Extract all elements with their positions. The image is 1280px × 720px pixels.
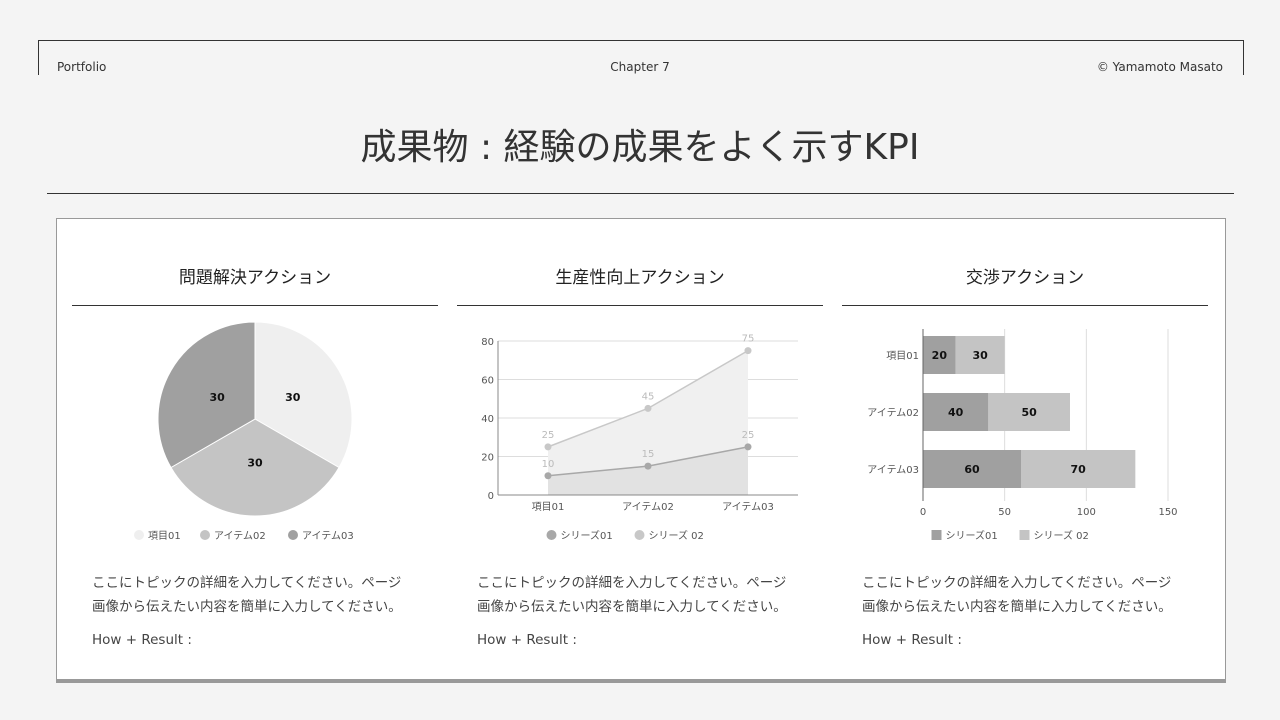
legend-label: 項目01: [148, 530, 181, 542]
area-fill: [548, 446, 748, 495]
how-result-label: How + Result :: [92, 632, 192, 648]
bar-label: 60: [964, 463, 980, 476]
pie-label: 30: [247, 457, 263, 470]
data-label: 10: [542, 459, 555, 470]
column-productivity: 生産性向上アクション 0 20 40 60 80 25 45 75 10 15 25 項目01 アイテム…: [457, 219, 823, 679]
legend-marker: [634, 530, 645, 540]
y-tick-label: 40: [481, 414, 494, 425]
column-description: ここにトピックの詳細を入力してください。ページ 画像から伝えたい内容を簡単に入力し…: [92, 571, 432, 619]
column-title: 交渉アクション: [965, 268, 1085, 288]
legend-label: シリーズ01: [561, 529, 613, 542]
header-chapter: Chapter 7: [610, 60, 670, 74]
column-divider: [842, 305, 1208, 306]
data-label: 25: [742, 430, 755, 441]
desc-line: 画像から伝えたい内容を簡単に入力してください。: [477, 599, 787, 615]
bar-label: 50: [1022, 406, 1038, 419]
bar-segment: [988, 393, 1070, 431]
legend-label: シリーズ 02: [1034, 529, 1089, 542]
how-result-label: How + Result :: [477, 632, 577, 648]
bar-label: 40: [948, 406, 964, 419]
content-card: 問題解決アクション 30 30 30 項目01 アイテム02 アイテム03 ここにトピック…: [56, 218, 1226, 683]
legend-label: シリーズ01: [946, 529, 998, 542]
header-copyright: © Yamamoto Masato: [1096, 60, 1223, 74]
bar-segment: [1021, 450, 1136, 488]
y-tick-label: アイテム02: [867, 407, 919, 419]
data-point: [644, 462, 652, 470]
legend-marker: [134, 530, 144, 540]
how-result-label: How + Result :: [862, 632, 962, 648]
data-label: 45: [642, 391, 655, 402]
desc-line: ここにトピックの詳細を入力してください。ページ: [477, 575, 787, 591]
legend-label: アイテム02: [214, 530, 266, 542]
x-tick-label: 0: [920, 507, 926, 518]
header-portfolio: Portfolio: [57, 60, 107, 74]
y-tick-label: 20: [481, 453, 494, 464]
desc-line: 画像から伝えたい内容を簡単に入力してください。: [862, 599, 1172, 615]
x-tick-label: アイテム02: [622, 501, 674, 513]
x-tick-label: 50: [998, 507, 1011, 518]
pie-chart: 30 30 30 項目01 アイテム02 アイテム03: [134, 321, 354, 542]
data-label: 25: [542, 430, 555, 441]
column-problem-solving: 問題解決アクション 30 30 30 項目01 アイテム02 アイテム03 ここにトピック…: [72, 219, 438, 679]
data-point: [744, 443, 752, 451]
data-point: [644, 404, 652, 412]
bar-label: 30: [973, 349, 989, 362]
pie-label: 30: [285, 391, 301, 404]
x-tick-label: アイテム03: [722, 501, 774, 513]
y-tick-label: 60: [481, 376, 494, 387]
x-tick-label: 150: [1158, 507, 1177, 518]
bar-segment: [923, 450, 1021, 488]
column-description: ここにトピックの詳細を入力してください。ページ 画像から伝えたい内容を簡単に入力し…: [862, 571, 1202, 619]
title-divider: [47, 193, 1234, 194]
y-tick-label: 0: [488, 491, 494, 502]
data-point: [544, 443, 552, 451]
legend-marker: [1019, 530, 1030, 540]
legend-marker: [288, 530, 298, 540]
column-description: ここにトピックの詳細を入力してください。ページ 画像から伝えたい内容を簡単に入力し…: [477, 571, 817, 619]
area-chart: 0 20 40 60 80 25 45 75 10 15 25 項目01 アイテム02 アイテム03 シリー…: [481, 334, 798, 542]
y-tick-label: 80: [481, 337, 494, 348]
pie-label: 30: [210, 391, 226, 404]
data-point: [544, 472, 552, 480]
legend-marker: [931, 530, 942, 540]
legend-marker: [546, 530, 557, 540]
bar-label: 20: [932, 349, 948, 362]
bar-label: 70: [1071, 463, 1087, 476]
page-title: 成果物 : 経験の成果をよく示すKPI: [360, 127, 920, 168]
column-negotiation: 交渉アクション 0 50 100 150 項目01 20 30 アイテム02 40 50 アイテム0…: [842, 219, 1208, 679]
pie-slice: [157, 321, 256, 469]
column-divider: [72, 305, 438, 306]
bar-segment: [923, 393, 989, 431]
x-tick-label: 100: [1077, 507, 1096, 518]
data-label: 15: [642, 449, 655, 460]
bar-chart: 0 50 100 150 項目01 20 30 アイテム02 40 50 アイテム03 60 70 シリー…: [867, 329, 1178, 542]
column-divider: [457, 305, 823, 306]
y-tick-label: アイテム03: [867, 464, 919, 476]
column-title: 生産性向上アクション: [555, 268, 725, 288]
bar-segment: [955, 336, 1005, 374]
header-frame: [38, 40, 1244, 75]
desc-line: 画像から伝えたい内容を簡単に入力してください。: [92, 599, 402, 615]
legend-marker: [200, 530, 210, 540]
desc-line: ここにトピックの詳細を入力してください。ページ: [92, 575, 402, 591]
legend-label: シリーズ 02: [649, 529, 704, 542]
desc-line: ここにトピックの詳細を入力してください。ページ: [862, 575, 1172, 591]
y-tick-label: 項目01: [886, 350, 919, 362]
x-tick-label: 項目01: [532, 501, 565, 513]
pie-slice: [254, 321, 353, 469]
data-point: [744, 347, 752, 355]
bar-segment: [923, 336, 956, 374]
legend-label: アイテム03: [302, 530, 354, 542]
pie-slice: [170, 418, 340, 517]
column-title: 問題解決アクション: [178, 268, 332, 288]
data-label: 75: [742, 334, 755, 345]
